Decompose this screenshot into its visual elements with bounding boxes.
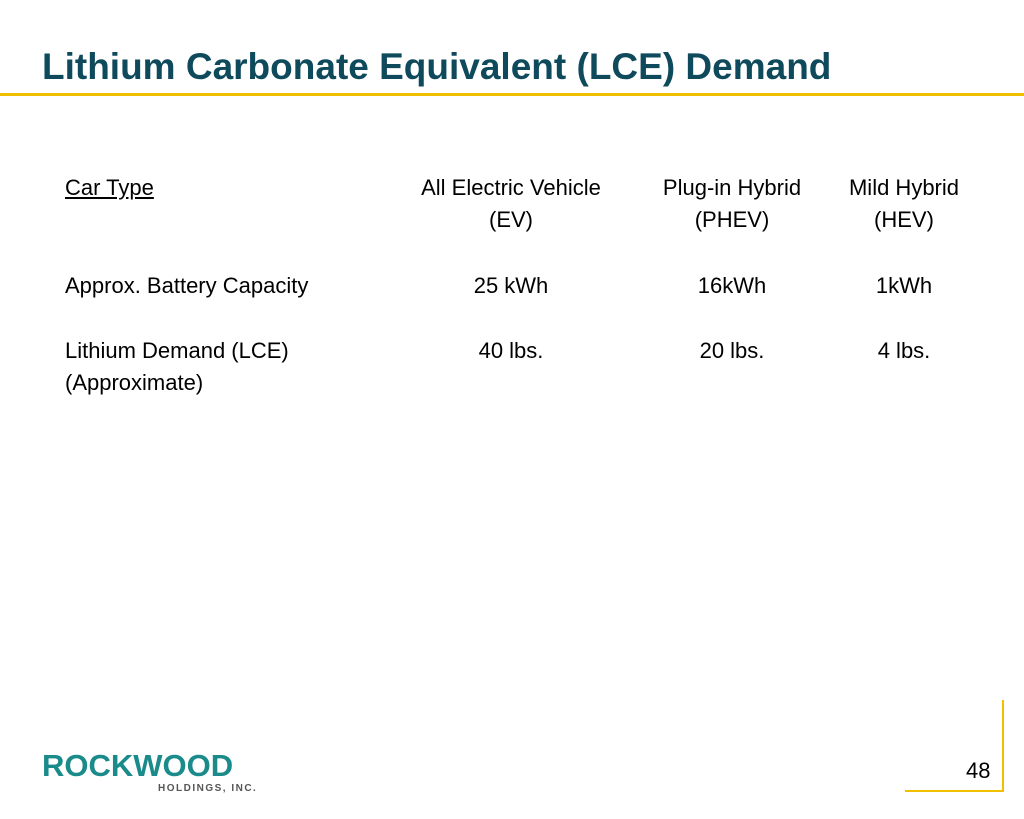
slide-title: Lithium Carbonate Equivalent (LCE) Deman… [42, 46, 832, 87]
corner-line [905, 790, 1004, 792]
title-rule [0, 93, 1024, 96]
row-label: Approx. Battery Capacity [65, 273, 309, 298]
row-label: Lithium Demand (LCE) (Approximate) [65, 338, 289, 395]
header-cell: Car Type [65, 175, 154, 200]
table-cell: 20 lbs. [699, 338, 765, 363]
header-cell: All Electric Vehicle (EV) [421, 175, 601, 232]
table-cell: 1kWh [875, 273, 933, 298]
page-number: 48 [966, 758, 991, 783]
header-cell: Mild Hybrid (HEV) [848, 175, 960, 232]
table-cell: 40 lbs. [478, 338, 544, 363]
corner-line [1002, 700, 1004, 792]
logo-subtitle: HOLDINGS, INC. [158, 783, 258, 794]
table-cell: 16kWh [697, 273, 767, 298]
logo-name: ROCKWOOD [42, 748, 234, 783]
table-cell: 4 lbs. [877, 338, 931, 363]
table-cell: 25 kWh [473, 273, 549, 298]
header-cell: Plug-in Hybrid (PHEV) [662, 175, 802, 232]
